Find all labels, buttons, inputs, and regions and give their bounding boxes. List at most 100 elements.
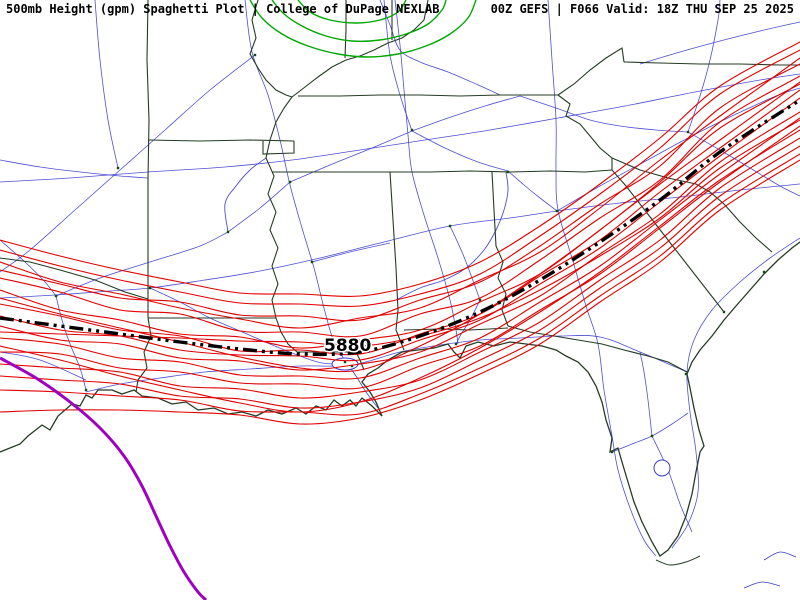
- state-border: [147, 139, 295, 142]
- ensemble-mean-5880: [0, 98, 800, 357]
- road-path: [0, 73, 800, 183]
- city-marker: [686, 130, 690, 134]
- city-marker: [84, 388, 88, 392]
- state-border: [557, 94, 613, 170]
- ensemble-members-5880: [0, 41, 800, 425]
- contour-5880-member: [0, 125, 800, 390]
- contour-5880-member: [0, 49, 800, 308]
- road-path: [0, 54, 256, 273]
- contour-5880-member: [0, 137, 800, 399]
- state-border: [611, 169, 725, 313]
- bahama-banks: [763, 551, 797, 561]
- city-marker: [343, 360, 347, 364]
- contour-5880-member: [0, 63, 800, 322]
- contour-5880-member: [0, 117, 800, 380]
- city-marker: [448, 224, 452, 228]
- road-path: [687, 0, 721, 133]
- city-marker: [116, 166, 120, 170]
- city-marker: [350, 364, 354, 368]
- contour-5880-member: [0, 75, 800, 338]
- city-marker: [454, 342, 458, 346]
- city-marker: [226, 230, 230, 234]
- road-path: [639, 351, 653, 437]
- contour-5880-member: [0, 145, 800, 409]
- state-border: [249, 0, 298, 353]
- road-path: [547, 0, 657, 557]
- road-path: [383, 0, 413, 132]
- contour-5820-member: [271, 0, 447, 43]
- contour-5880-member: [0, 153, 800, 416]
- state-border: [146, 0, 150, 318]
- city-marker: [54, 294, 58, 298]
- lake: [653, 459, 671, 477]
- city-marker: [650, 434, 654, 438]
- city-marker: [148, 286, 152, 290]
- city-marker: [762, 270, 766, 274]
- road-path: [411, 130, 509, 172]
- state-border: [557, 47, 625, 96]
- road-path: [519, 95, 689, 133]
- state-border: [344, 0, 347, 59]
- road-path: [411, 95, 521, 132]
- state-border: [291, 0, 429, 98]
- road-path: [394, 0, 459, 345]
- contour-5880-member: [0, 83, 800, 373]
- contour-5880-member: [0, 81, 800, 349]
- road-path: [556, 87, 800, 212]
- road-path: [55, 231, 229, 297]
- road-path: [227, 181, 291, 233]
- city-marker: [722, 310, 726, 314]
- state-border: [389, 171, 405, 351]
- road-path: [85, 335, 688, 393]
- state-border: [272, 169, 613, 173]
- model-valid-time: 00Z GEFS | F066 Valid: 18Z THU SEP 25 20…: [490, 2, 794, 16]
- road-path: [289, 130, 413, 183]
- city-marker: [555, 209, 559, 213]
- road-path: [449, 225, 481, 301]
- cities-layer: [54, 53, 766, 454]
- contour-5880-member: [0, 89, 800, 356]
- road-path: [455, 299, 481, 346]
- contour-5820-member: [297, 0, 407, 24]
- contour-5880-member: [0, 129, 800, 413]
- bahama-banks: [743, 581, 781, 589]
- state-border: [0, 257, 149, 300]
- contour-5880-member: [0, 111, 800, 371]
- state-borders-layer: [0, 0, 800, 566]
- river-path: [395, 171, 509, 301]
- road-path: [311, 242, 391, 263]
- city-marker: [310, 260, 314, 264]
- contour-5880-member: [0, 159, 800, 425]
- contour-5940: [0, 356, 208, 600]
- city-marker: [506, 170, 510, 174]
- road-path: [149, 287, 347, 365]
- city-marker: [253, 53, 257, 57]
- city-marker: [684, 372, 688, 376]
- road-path: [244, 0, 347, 363]
- road-path: [0, 159, 149, 179]
- road-path: [55, 295, 87, 391]
- contour-5880-member: [0, 57, 800, 329]
- contour-5880-member: [0, 41, 800, 298]
- road-path: [94, 0, 119, 169]
- state-border: [623, 61, 800, 66]
- road-path: [0, 351, 87, 381]
- river-path: [224, 157, 267, 233]
- state-border: [507, 325, 688, 373]
- plot-title: 500mb Height (gpm) Spaghetti Plot | Coll…: [6, 2, 440, 16]
- florida-keys: [655, 555, 701, 566]
- city-marker: [288, 180, 292, 184]
- lakes-layer: [331, 357, 671, 477]
- road-path: [651, 435, 693, 533]
- state-border: [298, 94, 558, 97]
- road-path: [507, 170, 558, 212]
- city-marker: [610, 450, 614, 454]
- state-border: [611, 157, 773, 253]
- city-marker: [410, 128, 414, 132]
- city-marker: [478, 298, 482, 302]
- road-path: [639, 21, 800, 65]
- road-path: [0, 239, 57, 297]
